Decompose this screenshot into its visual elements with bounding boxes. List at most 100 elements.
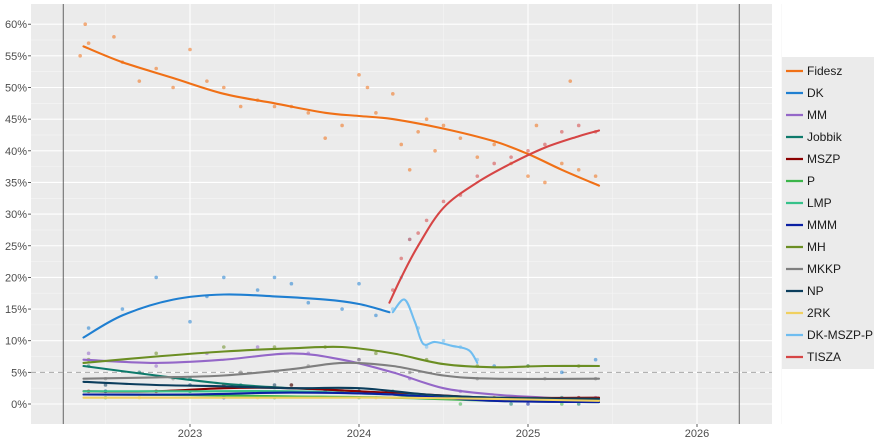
- legend-background: [782, 57, 874, 369]
- poll-point: [407, 370, 412, 375]
- poll-point: [222, 85, 226, 90]
- poll-point: [458, 136, 463, 140]
- trend-line-dk: [82, 293, 391, 339]
- y-tick-label: 20%: [5, 272, 27, 284]
- poll-point: [526, 174, 530, 178]
- poll-point: [357, 73, 361, 77]
- poll-point: [374, 351, 378, 356]
- poll-point: [357, 281, 361, 286]
- poll-point: [593, 174, 598, 178]
- poll-point: [86, 326, 91, 330]
- poll-point: [137, 79, 142, 83]
- trend-lines: [82, 45, 601, 404]
- poll-point: [365, 85, 370, 90]
- poll-point: [576, 167, 581, 172]
- legend-label: NP: [807, 284, 824, 298]
- poll-point: [154, 364, 158, 368]
- poll-point: [475, 174, 480, 178]
- poll-point: [86, 351, 91, 356]
- poll-point: [83, 22, 88, 27]
- poll-point: [238, 104, 243, 109]
- poll-point: [492, 161, 497, 166]
- trend-line-dk-mszp-p: [391, 298, 479, 364]
- poll-point: [255, 345, 260, 349]
- poll-point: [399, 142, 404, 147]
- poll-point: [154, 351, 158, 356]
- y-tick-label: 55%: [5, 51, 27, 63]
- poll-point: [86, 41, 91, 45]
- poll-point: [433, 149, 437, 153]
- x-tick-label: 2023: [178, 428, 202, 439]
- trend-line-tisza: [388, 129, 601, 304]
- poll-point: [120, 307, 125, 311]
- poll-point: [543, 180, 547, 185]
- y-tick-label: 50%: [5, 83, 27, 95]
- poll-point: [357, 357, 361, 362]
- poll-point: [441, 199, 446, 204]
- poll-point: [458, 402, 463, 406]
- x-axis: 2023 2024 2025 2026: [178, 424, 709, 439]
- y-tick-label: 10%: [5, 336, 27, 348]
- poll-point: [475, 155, 480, 159]
- poll-point: [222, 275, 226, 280]
- y-tick-label: 40%: [5, 146, 27, 158]
- legend-label: MM: [807, 108, 827, 122]
- legend-label: MMM: [807, 218, 837, 232]
- legend-label: MKKP: [807, 262, 841, 276]
- poll-point: [568, 79, 573, 83]
- poll-point: [526, 149, 530, 153]
- poll-point: [78, 54, 82, 58]
- poll-point: [543, 142, 547, 147]
- legend-label: Fidesz: [807, 64, 842, 78]
- poll-point: [154, 66, 158, 71]
- poll-point: [323, 136, 328, 140]
- poll-point: [560, 402, 564, 406]
- poll-point: [340, 307, 344, 311]
- poll-point: [374, 313, 378, 318]
- poll-point: [509, 402, 513, 406]
- poll-point: [492, 142, 497, 147]
- poll-point: [441, 338, 446, 343]
- poll-point: [272, 104, 277, 109]
- poll-point: [416, 130, 420, 134]
- poll-point: [272, 275, 277, 280]
- poll-point: [441, 123, 446, 128]
- poll-point: [399, 256, 404, 261]
- poll-point: [112, 35, 116, 39]
- trend-line-np: [82, 380, 601, 400]
- legend-label: P: [807, 174, 815, 188]
- legend-label: DK-MSZP-P: [807, 328, 873, 342]
- legend: Fidesz DK MM Jobbik MSZP P LMP MMM MH MKKP NP 2RK DK…: [782, 57, 874, 369]
- poll-point: [534, 123, 539, 128]
- poll-point: [424, 117, 429, 121]
- y-tick-label: 5%: [11, 367, 27, 379]
- poll-point: [424, 218, 429, 223]
- poll-point: [391, 92, 395, 96]
- y-tick-label: 35%: [5, 177, 27, 189]
- poll-point: [416, 231, 420, 235]
- poll-point: [306, 300, 311, 305]
- poll-point: [509, 155, 513, 159]
- poll-point: [103, 383, 108, 387]
- poll-point: [222, 345, 226, 349]
- poll-point: [205, 79, 209, 83]
- poll-point: [424, 345, 429, 349]
- poll-point: [188, 319, 192, 324]
- poll-point: [560, 161, 564, 166]
- legend-label: Jobbik: [807, 130, 843, 144]
- poll-point: [593, 357, 598, 362]
- poll-point: [289, 281, 294, 286]
- legend-label: MH: [807, 240, 826, 254]
- poll-point: [560, 130, 564, 134]
- poll-point: [560, 370, 564, 375]
- poll-point: [526, 402, 530, 406]
- poll-point: [306, 111, 311, 115]
- legend-label: TISZA: [807, 350, 841, 364]
- poll-point: [374, 111, 378, 115]
- poll-point: [154, 275, 158, 280]
- y-tick-label: 0%: [11, 399, 27, 411]
- legend-label: LMP: [807, 196, 832, 210]
- x-tick-label: 2024: [347, 428, 371, 439]
- poll-point: [188, 47, 192, 52]
